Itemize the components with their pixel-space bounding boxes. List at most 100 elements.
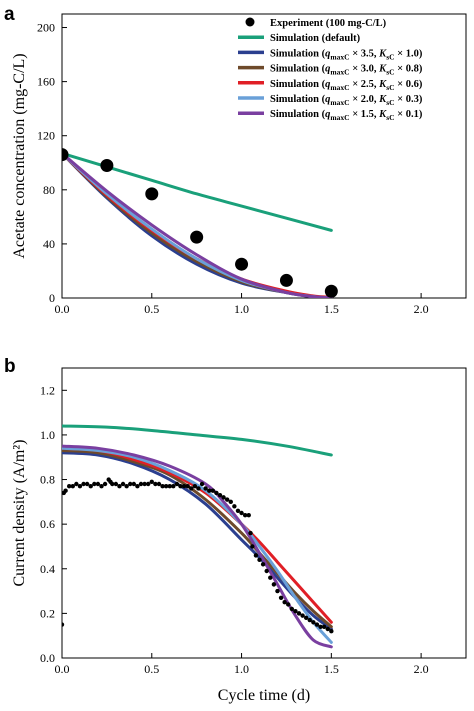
y-tick-label: 0.4 <box>40 562 55 576</box>
data-point <box>110 481 115 487</box>
data-point <box>210 488 216 493</box>
data-point <box>207 488 212 493</box>
x-tick-label: 1.5 <box>324 302 339 316</box>
data-point <box>325 626 330 632</box>
data-point <box>307 617 312 623</box>
y-tick-label: 120 <box>37 129 55 143</box>
legend-label: Experiment (100 mg-C/L) <box>270 18 387 29</box>
y-tick-label: 0.6 <box>40 517 55 531</box>
data-point <box>181 484 187 489</box>
y-tick-label: 1.2 <box>40 383 55 397</box>
data-point <box>239 510 244 516</box>
data-point <box>199 481 205 487</box>
data-point <box>268 575 273 580</box>
data-point <box>160 484 165 489</box>
data-point <box>124 484 129 489</box>
data-point <box>275 588 280 594</box>
y-axis-label: Acetate concentration (mg-C/L) <box>11 53 28 258</box>
series-line-5 <box>62 151 333 298</box>
series-line-2 <box>62 449 333 629</box>
data-point <box>163 484 169 489</box>
data-point <box>174 481 180 487</box>
data-point <box>192 484 198 489</box>
x-tick-label: 2.0 <box>414 662 429 676</box>
panel-b: b 0.0 0.5 1.0 1.5 2.0 0.0 0.2 0.4 0.6 0.8 1.0 1.2 Cur… <box>4 356 467 704</box>
data-point <box>142 481 147 487</box>
y-tick-label: 0.2 <box>40 606 55 620</box>
data-point <box>167 484 172 489</box>
data-point <box>321 624 327 629</box>
data-point <box>131 481 137 487</box>
data-point <box>300 613 305 618</box>
legend-label: Simulation (qmaxC × 3.5, KsC × 1.0) <box>270 48 423 61</box>
plot-area <box>62 148 338 298</box>
y-tick-label: 0.8 <box>40 473 55 487</box>
legend-label: Simulation (qmaxC × 2.5, KsC × 0.6) <box>270 79 423 92</box>
data-point <box>248 530 253 536</box>
data-point <box>62 622 65 627</box>
x-tick-label: 1.0 <box>234 302 249 316</box>
data-point <box>257 557 262 563</box>
x-tick-label: 0.0 <box>55 662 70 676</box>
y-tick-label: 0 <box>49 291 55 305</box>
data-point <box>214 490 219 496</box>
data-point <box>190 230 204 244</box>
y-tick-label: 200 <box>37 21 55 35</box>
data-point <box>282 600 287 605</box>
data-point <box>278 595 284 600</box>
x-tick-label: 1.5 <box>324 662 339 676</box>
data-point <box>264 568 269 574</box>
y-tick-label: 80 <box>43 183 55 197</box>
data-point <box>314 622 320 627</box>
series-line-3 <box>62 446 333 624</box>
data-point <box>117 484 122 489</box>
data-point <box>171 484 176 489</box>
legend: Experiment (100 mg-C/L) Simulation (defau… <box>238 17 423 122</box>
data-point <box>185 484 190 489</box>
data-point <box>228 499 233 505</box>
plot-frame <box>61 367 467 659</box>
data-point <box>84 481 90 487</box>
data-point <box>135 484 140 489</box>
data-point <box>156 481 162 487</box>
x-axis-label: Cycle time (d) <box>218 687 310 704</box>
data-point <box>92 481 97 487</box>
data-point <box>318 624 323 629</box>
data-point <box>293 608 298 614</box>
data-point <box>246 513 251 518</box>
data-point <box>178 484 183 489</box>
data-point <box>66 484 72 489</box>
data-point <box>128 481 133 487</box>
data-point <box>253 553 259 558</box>
data-point <box>221 495 226 500</box>
data-point <box>250 544 255 549</box>
data-point <box>235 257 249 271</box>
data-point <box>189 486 194 491</box>
data-point <box>77 484 83 489</box>
y-tick-label: 40 <box>43 237 55 251</box>
y-tick-label: 0.0 <box>40 651 55 665</box>
data-point <box>303 615 309 621</box>
data-point <box>81 481 86 487</box>
data-point <box>113 481 119 487</box>
data-point <box>120 481 126 487</box>
data-point <box>62 148 69 162</box>
data-point <box>271 582 277 587</box>
panel-letter: a <box>4 4 15 25</box>
data-point <box>100 158 114 172</box>
data-point <box>260 562 266 567</box>
data-point <box>329 629 334 634</box>
data-point <box>63 488 68 493</box>
data-point <box>95 481 101 487</box>
data-point <box>279 273 293 287</box>
legend-label: Simulation (qmaxC × 1.5, KsC × 0.1) <box>270 109 423 122</box>
data-point <box>311 620 316 625</box>
data-point <box>203 486 208 491</box>
data-point <box>70 484 75 489</box>
data-point <box>232 504 237 509</box>
series-line-0 <box>62 424 333 457</box>
data-point <box>286 602 291 607</box>
data-point <box>296 611 302 616</box>
data-point <box>242 513 248 518</box>
